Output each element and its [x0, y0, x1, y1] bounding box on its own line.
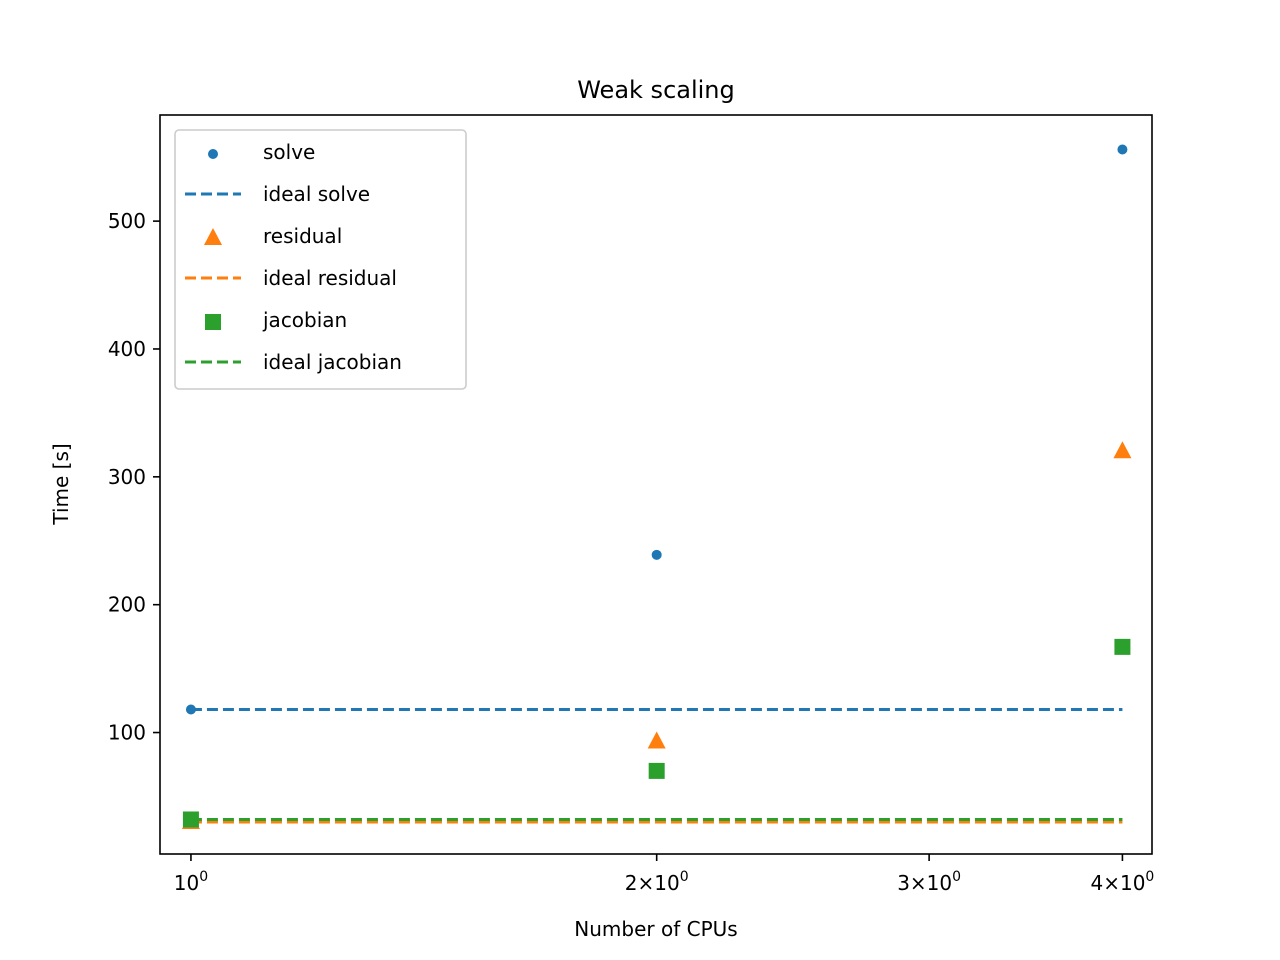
legend-entry: ideal solve [185, 182, 370, 206]
y-tick-label: 500 [108, 209, 146, 233]
plot-area: 100 2×100 3×100 4×100 100 200 300 400 500 [108, 114, 1154, 895]
data-point-residual [647, 731, 666, 749]
legend-box [174, 129, 467, 390]
y-tick-label: 400 [108, 337, 146, 361]
legend-label: solve [263, 140, 315, 164]
y-axis-label: Time [s] [49, 443, 73, 525]
chart-title: Weak scaling [577, 76, 735, 104]
legend-entry: solve [208, 140, 315, 164]
data-point-jacobian [648, 762, 665, 779]
legend-label: ideal jacobian [263, 350, 402, 374]
data-point-jacobian [182, 811, 199, 828]
legend-marker-swatch [205, 314, 221, 330]
data-point-solve [1117, 144, 1128, 155]
legend-entry: jacobian [205, 308, 347, 332]
legend-entry: residual [204, 224, 342, 248]
x-tick-label: 100 [174, 869, 208, 895]
legend-marker-swatch [204, 228, 222, 245]
x-tick-label: 4×100 [1090, 869, 1154, 895]
x-axis-label: Number of CPUs [574, 917, 737, 941]
legend-entry: ideal jacobian [185, 350, 402, 374]
legend-label: residual [263, 224, 342, 248]
data-point-residual [1113, 441, 1132, 459]
y-tick-label: 300 [108, 465, 146, 489]
legend-label: ideal solve [263, 182, 370, 206]
legend: solve ideal solve residual ideal residual ja… [174, 129, 467, 390]
axes-frame [159, 114, 1153, 855]
x-tick-label: 2×100 [625, 869, 689, 895]
data-point-solve [185, 704, 196, 715]
legend-label: jacobian [262, 308, 347, 332]
legend-label: ideal residual [263, 266, 397, 290]
x-tick-label: 3×100 [897, 869, 961, 895]
y-tick-label: 100 [108, 721, 146, 745]
data-point-solve [651, 549, 662, 560]
y-tick-label: 200 [108, 593, 146, 617]
legend-entry: ideal residual [185, 266, 397, 290]
legend-marker-swatch [208, 149, 218, 159]
data-point-jacobian [1114, 638, 1131, 655]
